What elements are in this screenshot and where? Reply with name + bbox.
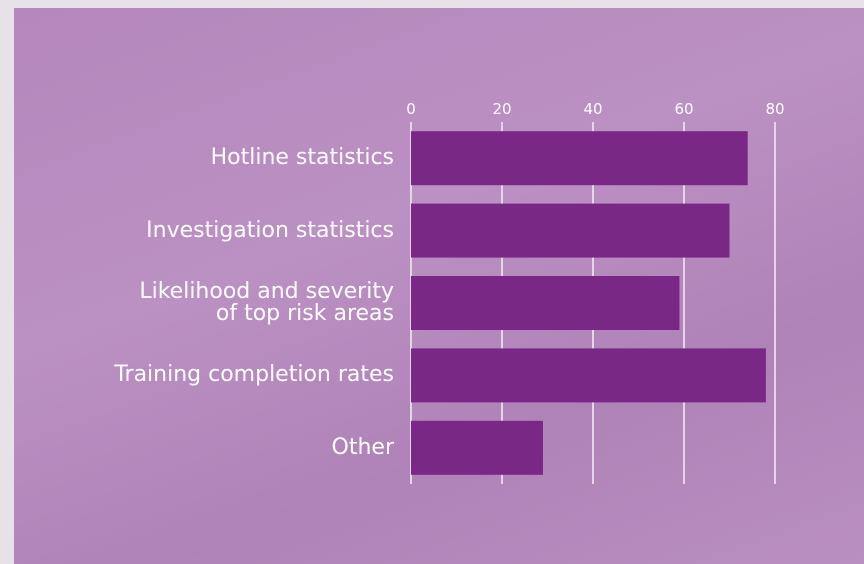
x-tick-label: 60 xyxy=(674,100,693,118)
bar xyxy=(411,203,730,258)
chart: 0 20 40 60 80 xyxy=(406,100,785,484)
bar xyxy=(411,420,543,475)
category-label: Likelihood and severity of top risk area… xyxy=(139,279,394,326)
bar xyxy=(411,276,680,330)
category-label: Training completion rates xyxy=(114,362,394,388)
category-label: Other xyxy=(331,434,394,460)
category-label: Hotline statistics xyxy=(210,145,394,171)
bar xyxy=(411,348,766,403)
category-label: Investigation statistics xyxy=(146,217,394,243)
x-tick-label: 20 xyxy=(492,100,511,118)
x-tick-label: 80 xyxy=(765,100,784,118)
x-tick-label: 40 xyxy=(583,100,602,118)
chart-panel: 0 20 40 60 80 Hotline statistics Investigatio… xyxy=(14,8,864,564)
x-tick-label: 0 xyxy=(406,100,416,118)
bar xyxy=(411,131,748,186)
